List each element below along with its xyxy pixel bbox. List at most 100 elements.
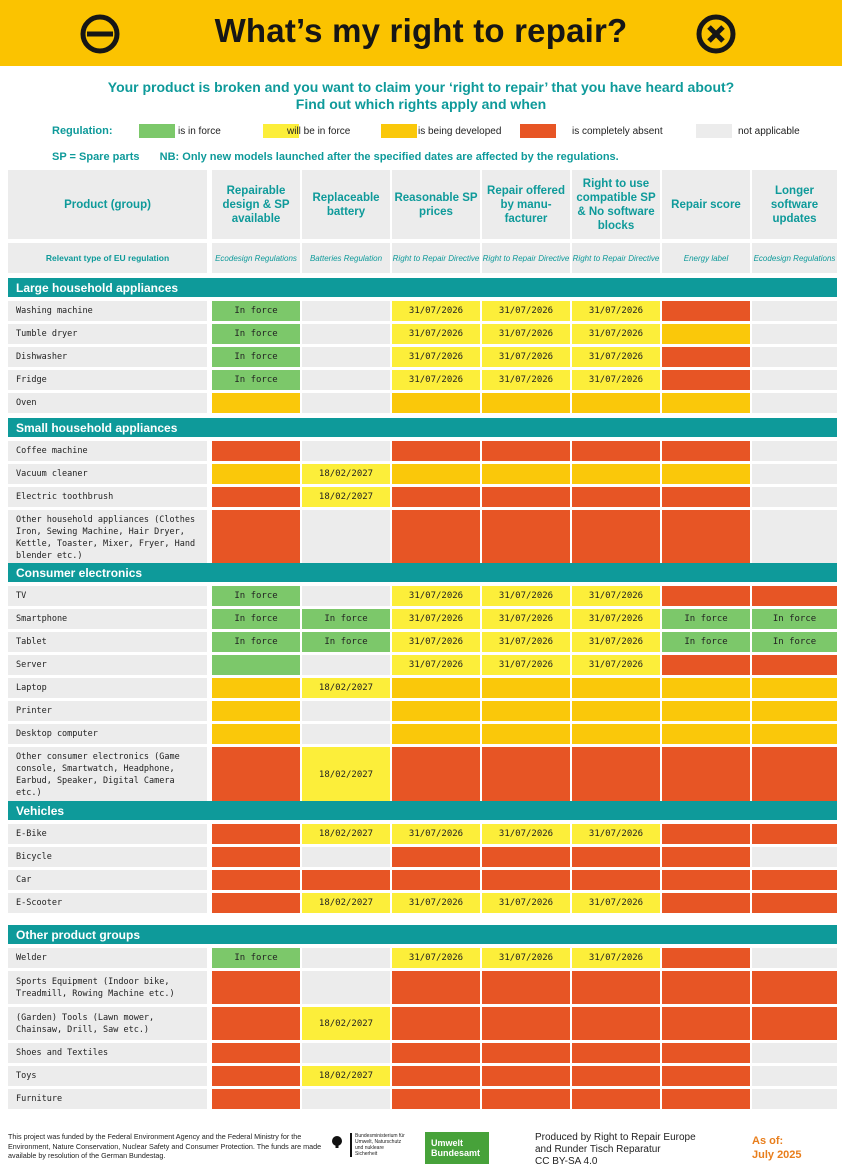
status-cell-being-developed (752, 678, 837, 698)
status-cell-absent (212, 847, 300, 867)
status-cell-absent (662, 747, 750, 803)
product-name: Fridge (8, 370, 207, 390)
status-cell-not-applicable (302, 1089, 390, 1109)
status-cell-being-developed (392, 393, 480, 413)
status-cell-will-be-in-force: 31/07/2026 (482, 324, 570, 344)
status-cell-will-be-in-force: 31/07/2026 (392, 370, 480, 390)
status-cell-absent (572, 1043, 660, 1063)
column-header-right-to-use-compatible-sp-no-software-blocks: Right to use compatible SP & No software… (572, 170, 660, 239)
column-regulation-product-group: Relevant type of EU regulation (8, 243, 207, 273)
product-name: Vacuum cleaner (8, 464, 207, 484)
produced-by: Produced by Right to Repair Europe and R… (535, 1132, 696, 1168)
status-cell-absent (212, 870, 300, 890)
status-cell-absent (212, 747, 300, 803)
legend-label-will-be-in-force: will be in force (287, 126, 351, 137)
status-cell-not-applicable (752, 1043, 837, 1063)
status-cell-absent (752, 747, 837, 803)
legend-swatch-in-force (139, 124, 175, 138)
status-cell-absent (662, 370, 750, 390)
status-cell-not-applicable (302, 655, 390, 675)
product-name: Welder (8, 948, 207, 968)
status-cell-absent (572, 747, 660, 803)
note-nb: NB: Only new models launched after the s… (159, 151, 619, 163)
status-cell-absent (752, 971, 837, 1004)
status-cell-being-developed (482, 464, 570, 484)
status-cell-absent (572, 971, 660, 1004)
status-cell-will-be-in-force: 31/07/2026 (392, 948, 480, 968)
status-cell-not-applicable (302, 370, 390, 390)
status-cell-will-be-in-force: 31/07/2026 (482, 632, 570, 652)
product-name: Tablet (8, 632, 207, 652)
legend-label-in-force: is in force (178, 126, 221, 137)
status-cell-absent (212, 1043, 300, 1063)
status-cell-will-be-in-force: 31/07/2026 (572, 347, 660, 367)
status-cell-not-applicable (752, 464, 837, 484)
status-cell-in-force (212, 655, 300, 675)
status-cell-absent (482, 1043, 570, 1063)
status-cell-not-applicable (752, 347, 837, 367)
ministry-logo: Bundesministerium für Umwelt, Naturschut… (330, 1133, 410, 1161)
status-cell-will-be-in-force: 31/07/2026 (482, 609, 570, 629)
product-name: Furniture (8, 1089, 207, 1109)
product-name: Other consumer electronics (Game console… (8, 747, 207, 803)
status-cell-absent (572, 870, 660, 890)
status-cell-absent (392, 487, 480, 507)
status-cell-absent (392, 510, 480, 566)
column-regulation-repair-offered-by-manu-facturer: Right to Repair Directive (482, 243, 570, 273)
status-cell-absent (662, 655, 750, 675)
product-name: Other household appliances (Clothes Iron… (8, 510, 207, 566)
column-regulation-right-to-use-compatible-sp-no-software-blocks: Right to Repair Directive (572, 243, 660, 273)
agency-line-2: Bundesamt (431, 1148, 481, 1158)
status-cell-being-developed (752, 701, 837, 721)
product-name: Sports Equipment (Indoor bike, Treadmill… (8, 971, 207, 1004)
product-name: Desktop computer (8, 724, 207, 744)
notes: SP = Spare parts NB: Only new models lau… (52, 151, 619, 163)
product-name: Smartphone (8, 609, 207, 629)
product-name: TV (8, 586, 207, 606)
status-cell-will-be-in-force: 18/02/2027 (302, 893, 390, 913)
status-cell-will-be-in-force: 31/07/2026 (392, 824, 480, 844)
status-cell-absent (662, 971, 750, 1004)
status-cell-in-force: In force (212, 632, 300, 652)
status-cell-not-applicable (302, 971, 390, 1004)
status-cell-being-developed (572, 678, 660, 698)
status-cell-absent (662, 824, 750, 844)
status-cell-not-applicable (302, 393, 390, 413)
status-cell-absent (662, 347, 750, 367)
status-cell-absent (482, 847, 570, 867)
status-cell-absent (662, 948, 750, 968)
status-cell-not-applicable (302, 948, 390, 968)
status-cell-being-developed (212, 393, 300, 413)
status-cell-in-force: In force (212, 347, 300, 367)
legend: Regulation: is in force will be in force… (0, 124, 842, 140)
status-cell-being-developed (482, 678, 570, 698)
cross-circle-icon (696, 14, 736, 54)
column-header-replaceable-battery: Replaceable battery (302, 170, 390, 239)
page-title: What’s my right to repair? (214, 12, 628, 49)
product-name: Printer (8, 701, 207, 721)
status-cell-not-applicable (752, 393, 837, 413)
status-cell-being-developed (662, 464, 750, 484)
status-cell-absent (662, 510, 750, 566)
status-cell-will-be-in-force: 31/07/2026 (392, 301, 480, 321)
legend-title: Regulation: (52, 125, 113, 137)
as-of: As of: July 2025 (752, 1134, 802, 1162)
status-cell-will-be-in-force: 31/07/2026 (392, 655, 480, 675)
umweltbundesamt-logo: Umwelt Bundesamt (425, 1132, 489, 1164)
status-cell-not-applicable (302, 586, 390, 606)
status-cell-being-developed (212, 724, 300, 744)
legend-swatch-will-be-in-force (263, 124, 299, 138)
column-regulation-repairable-design-sp-available: Ecodesign Regulations (212, 243, 300, 273)
as-of-date: July 2025 (752, 1149, 802, 1161)
status-cell-not-applicable (752, 370, 837, 390)
product-name: Oven (8, 393, 207, 413)
status-cell-will-be-in-force: 18/02/2027 (302, 824, 390, 844)
status-cell-being-developed (572, 724, 660, 744)
status-cell-being-developed (662, 678, 750, 698)
product-name: Toys (8, 1066, 207, 1086)
status-cell-absent (662, 301, 750, 321)
status-cell-will-be-in-force: 31/07/2026 (482, 301, 570, 321)
status-cell-not-applicable (302, 1043, 390, 1063)
federal-eagle-icon (332, 1136, 342, 1148)
status-cell-being-developed (392, 724, 480, 744)
